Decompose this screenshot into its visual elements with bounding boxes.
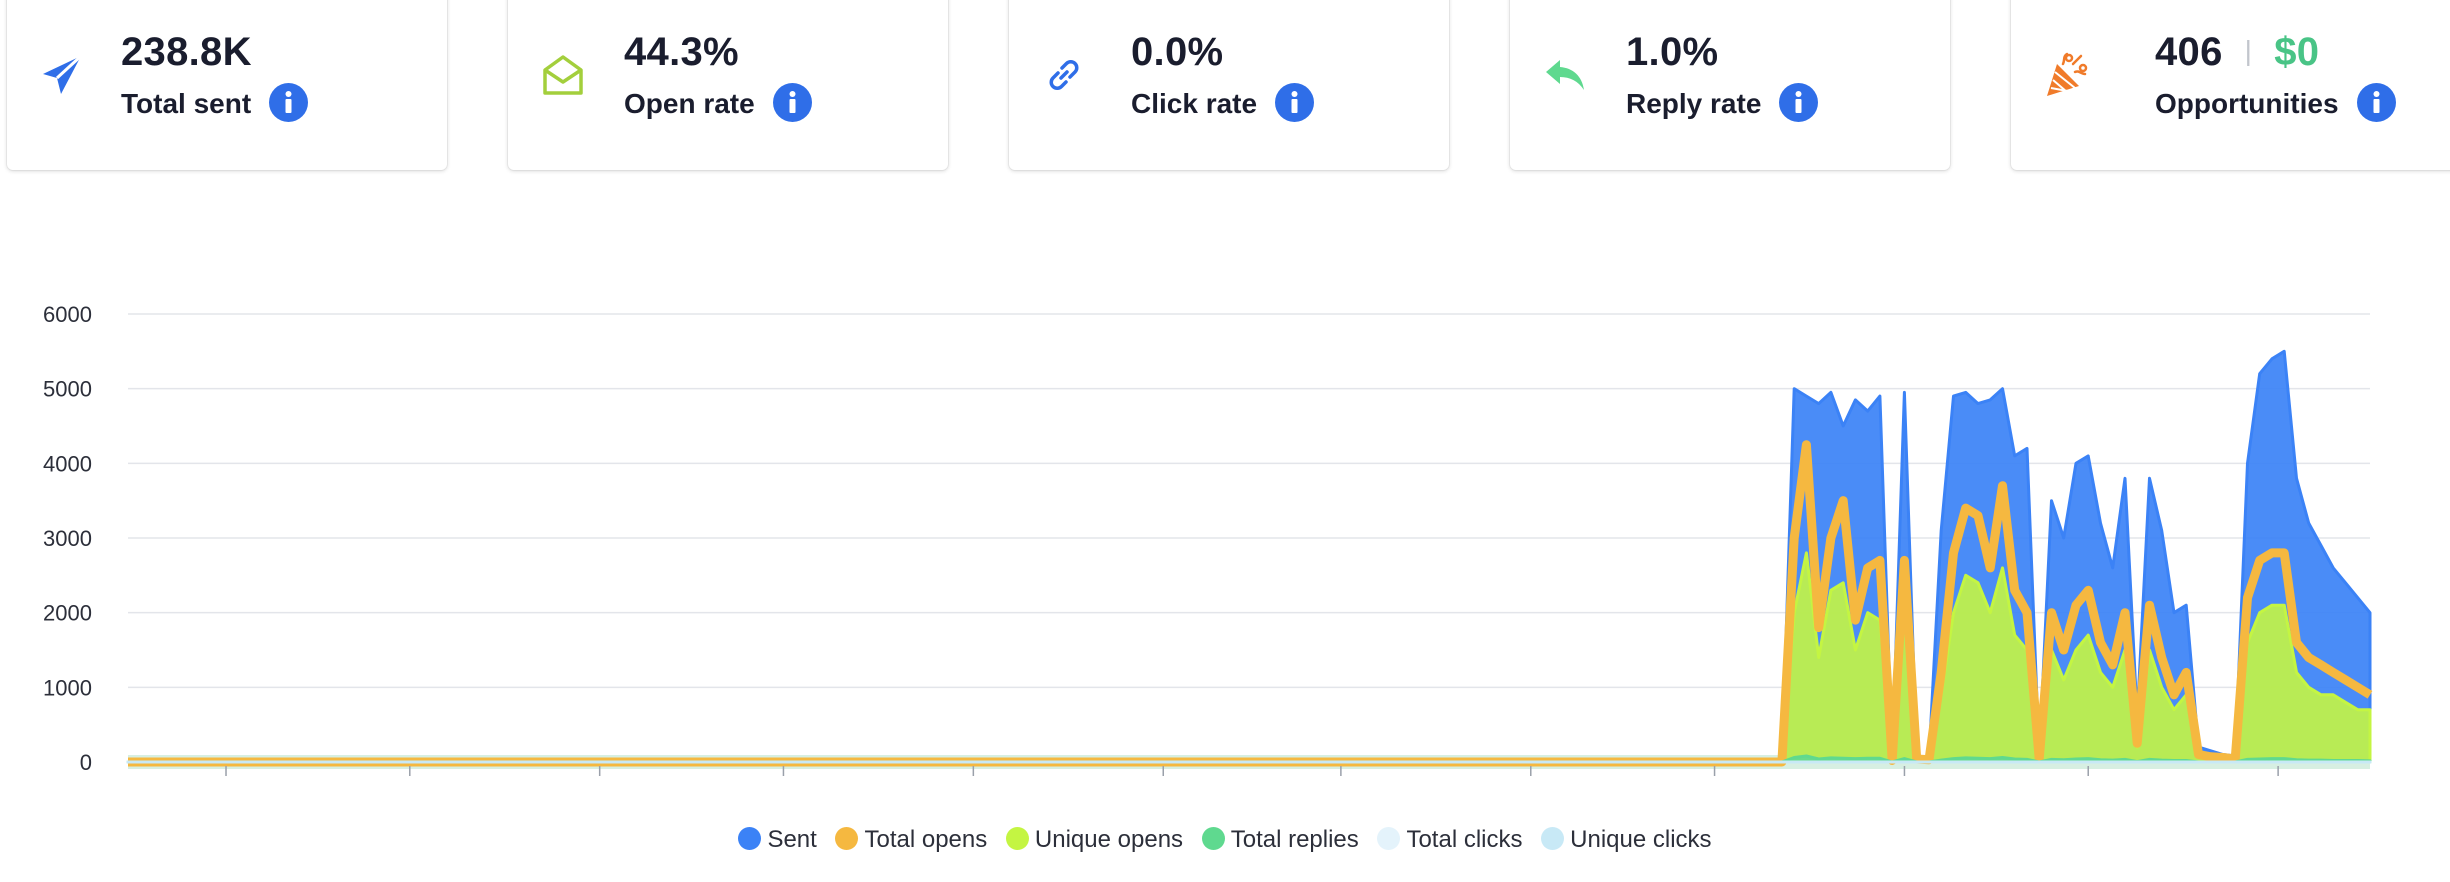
y-tick-label: 4000 [43,451,92,476]
legend-dot-total-clicks [1377,827,1401,851]
opportunities-label: Opportunities [2155,87,2339,119]
info-icon[interactable] [1275,83,1315,122]
stat-card-click-rate: 0.0% Click rate [1009,0,1449,170]
total-sent-label: Total sent [121,87,252,119]
x-axis-ticks: 01 Sep01 Oct01 Nov01 Dec01 Jan01 Feb01 M… [225,766,2279,776]
info-icon[interactable] [2356,83,2396,122]
stats-cards: 238.8K Total sent 44.3% Open rate 0.0% C… [0,0,2450,172]
legend-dot-unique-opens [1005,827,1029,851]
y-tick-label: 5000 [43,377,92,402]
legend-dot-total-replies [1201,827,1225,851]
info-icon[interactable] [772,83,812,122]
party-popper-icon [2039,48,2093,102]
legend-dot-sent [738,827,762,851]
y-tick-label: 2000 [43,601,92,626]
legend-dot-unique-clicks [1541,827,1565,851]
reply-rate-value: 1.0% [1626,30,1719,74]
stat-card-open-rate: 44.3% Open rate [508,0,948,170]
y-axis-ticks: 0 1000 2000 3000 4000 5000 6000 [43,302,92,775]
y-tick-label: 1000 [43,675,92,700]
series-area-unique-opens [126,551,2372,764]
value-separator: | [2244,35,2253,66]
activity-area-chart: 0 1000 2000 3000 4000 5000 6000 01 Sep01 Oct01… [43,302,2373,776]
legend-item-sent[interactable]: Sent [738,826,817,854]
legend-item-unique-clicks[interactable]: Unique clicks [1541,826,1712,854]
opportunities-count: 406 [2155,30,2223,74]
series-line-total-opens [128,440,2373,767]
info-icon[interactable] [1779,83,1819,122]
click-rate-value: 0.0% [1131,30,1224,74]
stat-card-opportunities: 406 | $0 Opportunities [2011,0,2450,170]
reply-arrow-icon [1538,48,1592,102]
open-rate-value: 44.3% [624,30,739,74]
legend-dot-total-opens [835,827,859,851]
paper-plane-icon [35,48,89,102]
legend-item-total-clicks[interactable]: Total clicks [1377,826,1522,854]
total-sent-value: 238.8K [121,30,252,74]
envelope-open-icon [536,48,590,102]
legend-item-total-replies[interactable]: Total replies [1201,826,1359,854]
opportunities-amount: $0 [2274,30,2320,74]
legend-item-total-opens[interactable]: Total opens [835,826,987,854]
chart-legend: Sent Total opens Unique opens Total repl… [0,826,2450,854]
click-rate-label: Click rate [1131,87,1258,119]
stat-card-reply-rate: 1.0% Reply rate [1510,0,1950,170]
y-tick-label: 6000 [43,302,92,327]
stat-card-total-sent: 238.8K Total sent [7,0,447,170]
legend-item-unique-opens[interactable]: Unique opens [1005,826,1183,854]
reply-rate-label: Reply rate [1626,87,1762,119]
y-tick-label: 0 [80,750,92,775]
open-rate-label: Open rate [624,87,755,119]
chart-series [126,349,2373,767]
info-icon[interactable] [269,83,309,122]
y-tick-label: 3000 [43,526,92,551]
link-icon [1037,48,1091,102]
